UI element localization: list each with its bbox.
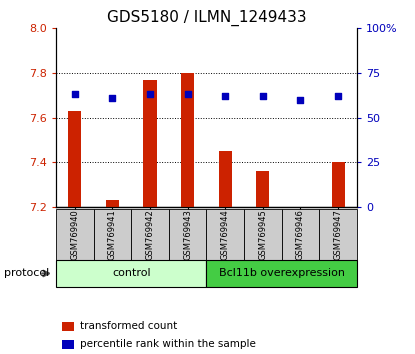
Text: protocol: protocol bbox=[4, 268, 49, 279]
Bar bbox=[56, 209, 94, 260]
Bar bbox=[62, 322, 74, 331]
Text: GSM769941: GSM769941 bbox=[108, 209, 117, 260]
Bar bbox=[131, 209, 169, 260]
Title: GDS5180 / ILMN_1249433: GDS5180 / ILMN_1249433 bbox=[107, 9, 306, 25]
Bar bbox=[68, 111, 81, 207]
Bar bbox=[169, 209, 206, 260]
Bar bbox=[206, 260, 357, 287]
Text: GSM769940: GSM769940 bbox=[70, 209, 79, 260]
Bar bbox=[94, 209, 131, 260]
Bar bbox=[62, 340, 74, 349]
Text: GSM769946: GSM769946 bbox=[296, 209, 305, 260]
Text: control: control bbox=[112, 268, 151, 279]
Point bbox=[147, 92, 154, 97]
Bar bbox=[332, 162, 345, 207]
Text: GSM769942: GSM769942 bbox=[146, 209, 154, 260]
Bar bbox=[206, 209, 244, 260]
Bar bbox=[282, 209, 319, 260]
Text: GSM769943: GSM769943 bbox=[183, 209, 192, 260]
Text: Bcl11b overexpression: Bcl11b overexpression bbox=[219, 268, 345, 279]
Bar bbox=[106, 200, 119, 207]
Point bbox=[109, 95, 116, 101]
Text: GSM769945: GSM769945 bbox=[259, 209, 267, 260]
Bar bbox=[56, 260, 206, 287]
Bar bbox=[244, 209, 282, 260]
Text: transformed count: transformed count bbox=[80, 321, 177, 331]
Point bbox=[71, 92, 78, 97]
Point bbox=[222, 93, 229, 99]
Text: GSM769944: GSM769944 bbox=[221, 209, 230, 260]
Text: percentile rank within the sample: percentile rank within the sample bbox=[80, 339, 256, 349]
Bar bbox=[256, 171, 269, 207]
Bar bbox=[319, 209, 357, 260]
Bar bbox=[144, 80, 156, 207]
Point bbox=[184, 92, 191, 97]
Text: GSM769947: GSM769947 bbox=[334, 209, 343, 260]
Point bbox=[259, 93, 266, 99]
Bar bbox=[181, 73, 194, 207]
Point bbox=[335, 93, 342, 99]
Point bbox=[297, 97, 304, 103]
Bar bbox=[219, 151, 232, 207]
